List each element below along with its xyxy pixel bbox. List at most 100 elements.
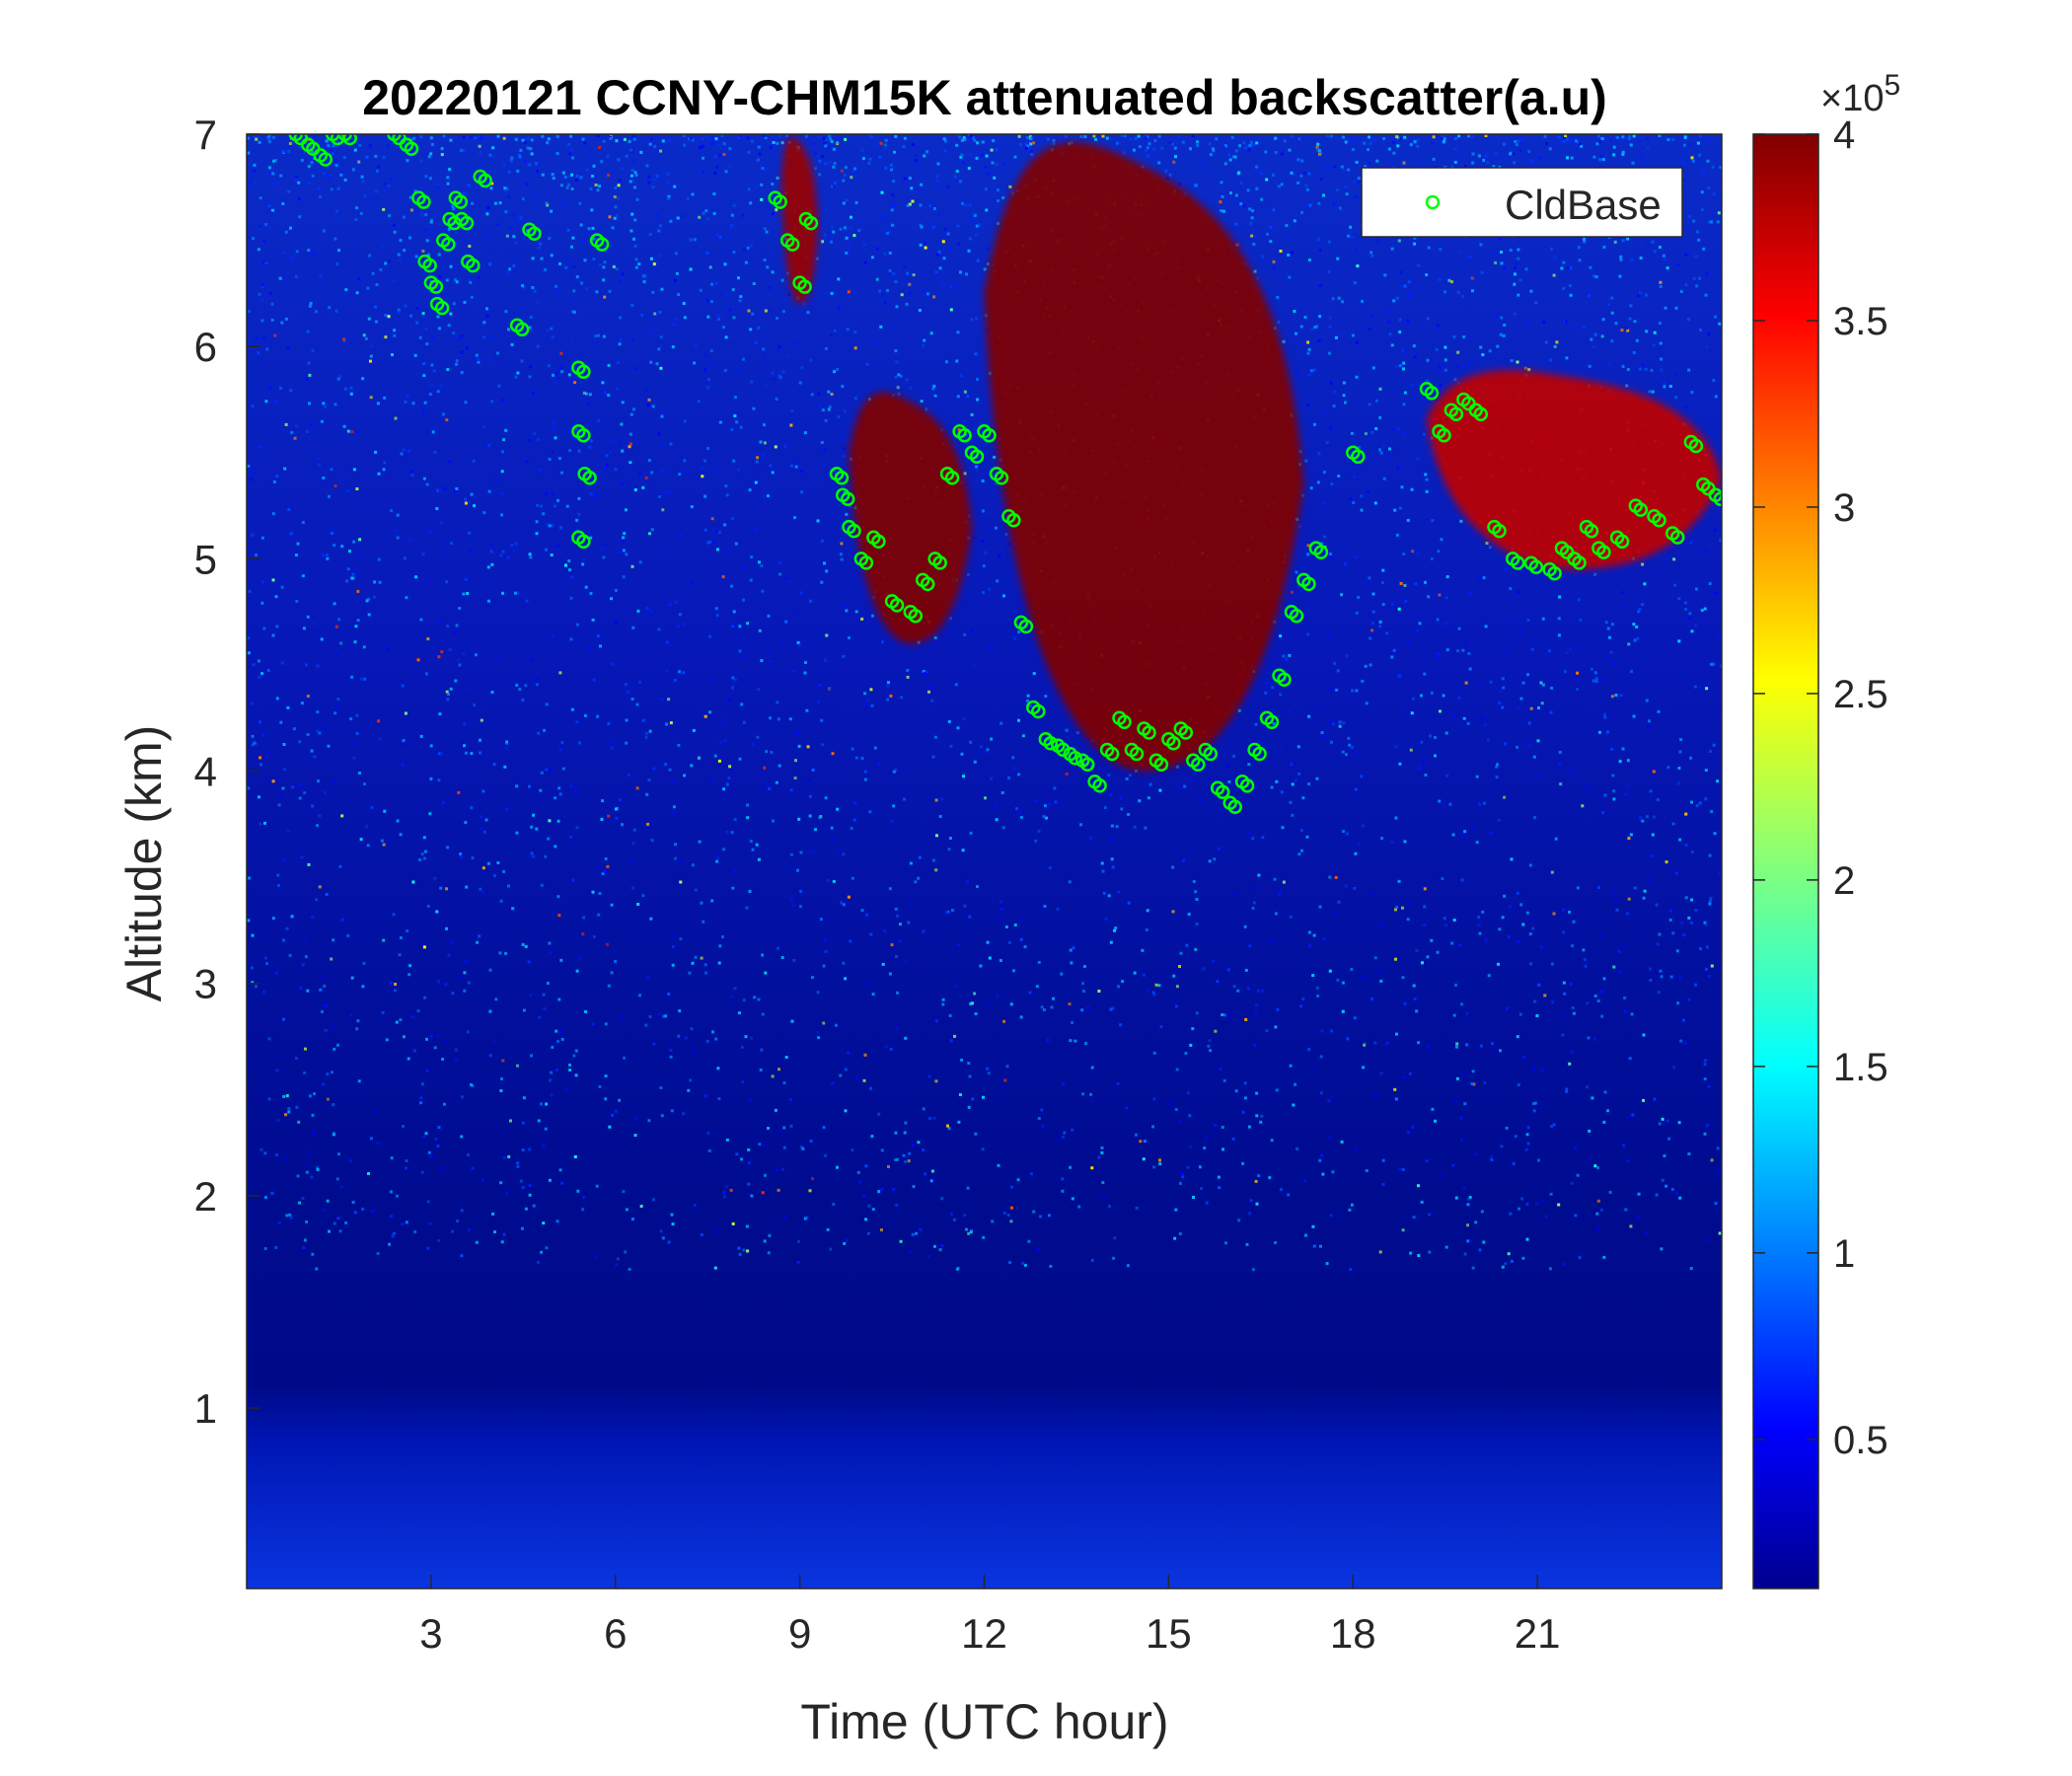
y-axis-ticks: 1 2 3 4 5 6 7 bbox=[194, 111, 260, 1432]
cloud-base-point bbox=[1166, 736, 1181, 751]
plot-area bbox=[247, 134, 1722, 1589]
cloud-base-point bbox=[594, 237, 610, 252]
cloud-base-point bbox=[576, 534, 591, 550]
cloud-base-point bbox=[514, 322, 530, 336]
cloud-base-point bbox=[1031, 703, 1046, 719]
cloud-base-point bbox=[1473, 407, 1489, 421]
cloud-base-point bbox=[576, 428, 591, 443]
cloud-base-point bbox=[834, 471, 850, 485]
colorbar-tick-label: 2 bbox=[1833, 859, 1855, 903]
cloud-base-point bbox=[441, 237, 456, 252]
colorbar-tick-label: 2.5 bbox=[1833, 673, 1888, 716]
y-tick-label: 2 bbox=[194, 1173, 217, 1220]
colorbar-ticks: 0.5 1 1.5 2 2.5 3 3.5 4 bbox=[1753, 113, 1888, 1462]
cloud-base-point bbox=[318, 152, 333, 167]
cloud-base-point bbox=[1596, 545, 1611, 559]
cloud-base-point bbox=[889, 598, 905, 613]
cloud-base-point bbox=[1129, 746, 1145, 762]
x-axis-label: Time (UTC hour) bbox=[800, 1694, 1168, 1749]
y-tick-label: 6 bbox=[194, 324, 217, 370]
cloud-base-point bbox=[969, 449, 985, 465]
cloud-base-point bbox=[1547, 565, 1562, 581]
cloud-base-point bbox=[1068, 751, 1082, 766]
cloud-base-point bbox=[1079, 757, 1095, 773]
cloud-base-point bbox=[1277, 672, 1292, 687]
cloud-base-point bbox=[944, 471, 960, 485]
cloud-base-point bbox=[1153, 757, 1169, 773]
cloud-base-point bbox=[1191, 757, 1206, 773]
cloud-base-point bbox=[527, 226, 542, 242]
cloud-base-point bbox=[1043, 736, 1059, 751]
cloud-base-point bbox=[1227, 799, 1242, 815]
cloud-base-point bbox=[404, 141, 419, 157]
cloud-base-point bbox=[1092, 778, 1107, 793]
cloud-base-point bbox=[858, 555, 874, 570]
x-axis-ticks: 3 6 9 12 15 18 21 bbox=[419, 1575, 1560, 1657]
cloud-base-point bbox=[773, 194, 787, 209]
cloud-base-point bbox=[1528, 559, 1544, 574]
x-tick-label: 9 bbox=[788, 1610, 811, 1657]
cloud-base-point bbox=[459, 215, 475, 231]
cloud-base-point bbox=[576, 364, 591, 379]
colorbar-tick-label: 3.5 bbox=[1833, 300, 1888, 343]
cloud-base-point bbox=[422, 258, 437, 273]
chart-title: 20220121 CCNY-CHM15K attenuated backscat… bbox=[362, 70, 1607, 125]
colorbar-tick-label: 0.5 bbox=[1833, 1419, 1888, 1462]
colorbar-exponent: ×105 bbox=[1820, 69, 1900, 119]
cloud-base-point bbox=[1424, 385, 1440, 401]
heatmap-background bbox=[247, 134, 1722, 1589]
cloud-base-point bbox=[1448, 407, 1464, 421]
x-tick-label: 12 bbox=[961, 1610, 1007, 1657]
cloud-base-point bbox=[1215, 784, 1230, 800]
cloud-base-point bbox=[466, 258, 481, 273]
colorbar-exponent-power: 5 bbox=[1884, 69, 1900, 102]
cloud-base-point bbox=[994, 471, 1009, 485]
cloud-base-point bbox=[1614, 534, 1630, 550]
y-axis-label: Altitude (km) bbox=[116, 725, 172, 1002]
cloud-base-point bbox=[1584, 523, 1599, 539]
cloud-region bbox=[984, 141, 1304, 772]
cloud-base-point bbox=[784, 237, 800, 252]
cloud-base-point bbox=[908, 608, 924, 624]
x-tick-label: 15 bbox=[1146, 1610, 1192, 1657]
x-tick-label: 6 bbox=[604, 1610, 627, 1657]
legend-entry-cldbase: CldBase bbox=[1505, 182, 1662, 228]
cloud-base-point bbox=[453, 194, 469, 209]
colorbar-tick-label: 3 bbox=[1833, 486, 1855, 530]
y-tick-label: 1 bbox=[194, 1385, 217, 1432]
colorbar-tick-label: 4 bbox=[1833, 113, 1855, 157]
y-tick-label: 7 bbox=[194, 111, 217, 158]
cloud-base-point bbox=[342, 134, 357, 146]
y-tick-label: 4 bbox=[194, 749, 217, 795]
legend: CldBase bbox=[1361, 167, 1683, 238]
cloud-regions bbox=[780, 136, 1722, 772]
cloud-base-point bbox=[1289, 608, 1304, 624]
cloud-base-point bbox=[1178, 725, 1194, 740]
cloud-base-point bbox=[932, 555, 947, 570]
cloud-base-point bbox=[1652, 513, 1666, 528]
cloud-base-point bbox=[1633, 502, 1649, 517]
cloud-base-point bbox=[1688, 438, 1704, 454]
cloud-base-point bbox=[1669, 530, 1685, 545]
x-tick-label: 18 bbox=[1330, 1610, 1376, 1657]
cloud-base-point bbox=[957, 428, 972, 443]
cloud-base-point bbox=[797, 279, 812, 294]
colorbar-exponent-base: ×10 bbox=[1820, 78, 1884, 119]
cloud-base-point bbox=[1351, 449, 1366, 465]
x-tick-label: 21 bbox=[1515, 1610, 1561, 1657]
colorbar: 0.5 1 1.5 2 2.5 3 3.5 4 ×105 bbox=[1752, 69, 1900, 1590]
cloud-base-point bbox=[1252, 746, 1267, 762]
cloud-base-point bbox=[1117, 714, 1132, 730]
cloud-base-point bbox=[871, 534, 886, 550]
cloud-base-point bbox=[920, 576, 935, 592]
legend-marker-icon bbox=[1425, 194, 1441, 210]
cloud-base-point bbox=[1437, 428, 1451, 443]
cloud-base-markers bbox=[288, 134, 1722, 815]
cloud-base-point bbox=[478, 173, 492, 188]
cloud-base-point bbox=[1301, 576, 1316, 592]
y-tick-label: 3 bbox=[194, 961, 217, 1007]
cloud-base-point bbox=[1313, 545, 1329, 559]
cloud-base-point bbox=[428, 279, 444, 294]
cloud-base-point bbox=[840, 491, 855, 507]
